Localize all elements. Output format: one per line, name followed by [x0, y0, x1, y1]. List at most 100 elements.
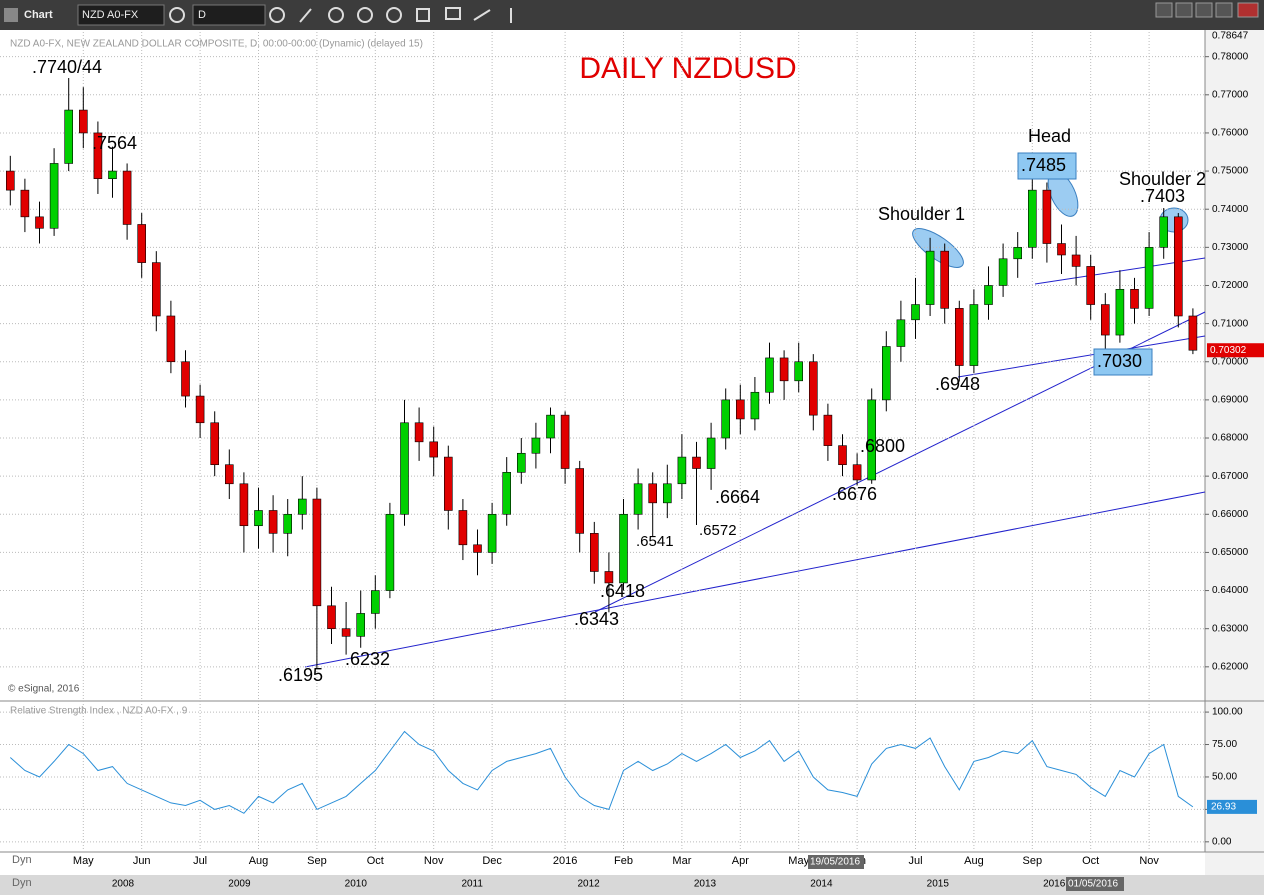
candle-body: [516, 452, 526, 473]
candle-body: [49, 163, 59, 229]
pin-button[interactable]: [1175, 2, 1193, 18]
annotation-box: [1093, 348, 1153, 376]
symbol-input[interactable]: [77, 4, 165, 26]
y-tick-label: 0.72000: [1212, 280, 1249, 291]
candle-body: [852, 464, 862, 481]
twitter-icon[interactable]: [473, 9, 491, 21]
annotation: .6343: [574, 609, 619, 629]
clock-icon[interactable]: [269, 7, 285, 23]
candle-body: [225, 464, 234, 485]
app-icon: [4, 8, 18, 22]
annotation: .6541: [636, 533, 674, 550]
candle-body: [735, 399, 745, 420]
rsi-line: [9, 730, 1194, 814]
symbol[interactable]: NZD A0-FX: [82, 9, 139, 21]
candle-body: [925, 250, 935, 305]
navigator-cursor-label: 01/05/2016: [1068, 879, 1118, 890]
maximize-button[interactable]: [1215, 2, 1233, 18]
annotation: Shoulder 1: [878, 204, 965, 224]
candle-body: [575, 468, 585, 534]
navigator-year: 2011: [461, 879, 483, 890]
candle-body: [35, 216, 44, 229]
navigator-year: 2016: [1043, 879, 1066, 890]
comment-icon[interactable]: [445, 7, 461, 20]
candle-body: [1174, 216, 1183, 317]
candle-body: [998, 258, 1008, 286]
y-tick-label: 0.66000: [1212, 509, 1249, 520]
x-tick-label: Sep: [1023, 855, 1043, 867]
candle-body: [779, 357, 789, 382]
annotation: .7403: [1140, 186, 1185, 206]
play-icon[interactable]: [357, 7, 373, 23]
y-tick-label: 0.76000: [1212, 128, 1249, 139]
annotation: .6195: [278, 665, 323, 685]
x-tick-label: Aug: [249, 855, 269, 867]
close-button[interactable]: [1237, 2, 1259, 18]
candle-body: [64, 109, 73, 164]
rsi-title: Relative Strength Index , NZD A0-FX , 9: [10, 706, 188, 717]
annotation: .7485: [1021, 155, 1066, 175]
y-tick-label: 0.74000: [1212, 204, 1249, 215]
candle-body: [443, 456, 453, 511]
annotation: .7740/44: [32, 57, 102, 77]
x-tick-label: Jul: [193, 855, 207, 867]
link-icon[interactable]: [416, 8, 430, 22]
candle-body: [881, 346, 891, 401]
annotation: .6800: [860, 436, 905, 456]
navigator-bar: [0, 875, 1264, 895]
y-tick-label: 0.62000: [1212, 661, 1249, 672]
help-button[interactable]: [1155, 2, 1173, 18]
candle-body: [473, 544, 482, 553]
candle-body: [254, 510, 263, 527]
x-tick-label: Dec: [482, 855, 502, 867]
cycle-icon[interactable]: [328, 7, 344, 23]
candle-body: [1130, 288, 1139, 309]
annotation: .6232: [345, 649, 390, 669]
x-tick-label: Mar: [672, 855, 691, 867]
annotation: .6664: [715, 487, 760, 507]
axis-top-label: 0.78647: [1212, 31, 1249, 42]
window-buttons: [1155, 2, 1259, 18]
navigator-year: 2008: [112, 879, 135, 890]
navigator-year: 2013: [694, 879, 717, 890]
candle-body: [619, 513, 628, 584]
candle-body: [1057, 243, 1066, 256]
interval-input[interactable]: [192, 4, 266, 26]
candle-body: [1028, 189, 1037, 248]
candle-body: [1188, 315, 1198, 351]
navigator-year: 2014: [810, 879, 833, 890]
candle-body: [604, 571, 614, 584]
x-tick-label: Jul: [908, 855, 922, 867]
navigator-year: 2009: [228, 879, 251, 890]
candle-body: [327, 605, 336, 629]
y-tick-label: 50.00: [1212, 772, 1237, 783]
candle-body: [429, 441, 439, 458]
x-tick-label: Oct: [1082, 855, 1099, 867]
annotation: .6572: [699, 522, 737, 539]
candle-body: [166, 315, 176, 363]
y-axis-panel: [1205, 30, 1264, 875]
candle-body: [984, 285, 993, 305]
y-tick-label: 0.69000: [1212, 395, 1249, 406]
candle-body: [268, 510, 278, 534]
candle-body: [750, 391, 760, 420]
search-icon[interactable]: [386, 7, 402, 23]
candle-body: [487, 513, 497, 553]
y-tick-label: 0.75000: [1212, 166, 1249, 177]
minimize-button[interactable]: [1195, 2, 1213, 18]
interval[interactable]: D: [198, 9, 206, 21]
y-tick-label: 0.68000: [1212, 433, 1249, 444]
candle-body: [589, 533, 599, 572]
last-rsi-marker: [1207, 799, 1257, 814]
pen-icon[interactable]: [299, 8, 312, 23]
candle-body: [414, 422, 424, 443]
candle-body: [531, 437, 541, 454]
refresh-icon[interactable]: [169, 7, 185, 23]
candle-body: [312, 498, 322, 607]
candle-body: [808, 361, 818, 416]
annotation: .6676: [832, 484, 877, 504]
candle-body: [20, 189, 30, 218]
candle-body: [662, 483, 672, 504]
dyn-label: Dyn: [12, 854, 32, 866]
candle-body: [794, 361, 804, 382]
